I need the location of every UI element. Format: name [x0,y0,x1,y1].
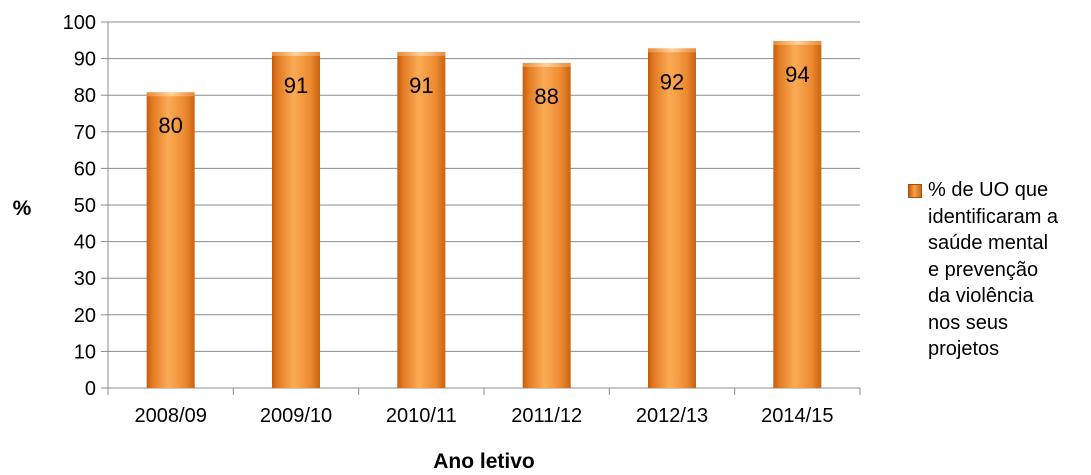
y-tick-label: 100 [63,12,96,34]
legend-label-line: saúde mental [928,232,1049,254]
x-axis-title: Ano letivo [433,450,535,473]
bars [146,40,822,389]
x-tick-label: 2014/15 [761,405,833,427]
bar-cap [648,48,696,53]
x-tick-label: 2010/11 [386,405,457,427]
bar-body [272,54,320,388]
y-tick-label: 20 [74,305,96,327]
bar [648,48,696,388]
bar-cap [773,40,822,45]
bar [773,40,822,389]
y-tick-label: 90 [74,49,96,71]
x-tick-label: 2009/10 [260,405,332,427]
bar [397,51,446,388]
bar-body [773,43,822,389]
bar-cap [397,51,446,56]
bar-cap [146,92,195,97]
x-tick-label: 2008/09 [135,405,207,427]
data-label: 80 [158,113,182,138]
bar [522,62,571,389]
legend-label-line: % de UO que [928,179,1049,201]
bar-body [146,95,195,388]
legend-label-line: da violência [928,285,1034,307]
legend-label-line: projetos [928,338,1000,360]
x-tick-label: 2011/12 [511,405,582,427]
y-axis-title: % [13,197,32,220]
y-tick-label: 70 [74,122,96,144]
bar-body [648,51,696,388]
gridlines [108,21,860,352]
legend-swatch [908,184,922,198]
legend-label-line: e prevenção [928,258,1039,281]
legend-label-line: nos seus [928,311,1009,334]
data-labels: 80 91 91 88 92 94 [158,62,809,138]
bar-cap [272,51,320,56]
y-tick-label: 0 [85,378,96,400]
y-tick-label: 30 [74,268,96,290]
y-tick-label: 50 [74,195,96,217]
bar [146,92,195,388]
legend-label-line: identificaram a [928,205,1059,228]
axes: 0 10 20 30 40 50 60 70 80 90 100 2008/09 2009/10 2010… [63,12,861,427]
legend-label: % de UO que identificaram a saúde mental e … [928,177,1088,363]
y-tick-label: 80 [74,85,96,107]
y-tick-label: 10 [74,341,96,363]
data-label: 88 [534,84,558,109]
bar [272,51,320,388]
bar-body [522,65,571,389]
x-tick-label: 2012/13 [636,405,708,427]
bar-body [397,54,446,388]
data-label: 94 [785,62,809,87]
data-label: 91 [284,73,308,98]
bar-cap [522,62,571,67]
y-tick-label: 40 [74,232,96,254]
y-tick-label: 60 [74,158,96,180]
data-label: 91 [409,73,433,98]
data-label: 92 [660,69,684,94]
